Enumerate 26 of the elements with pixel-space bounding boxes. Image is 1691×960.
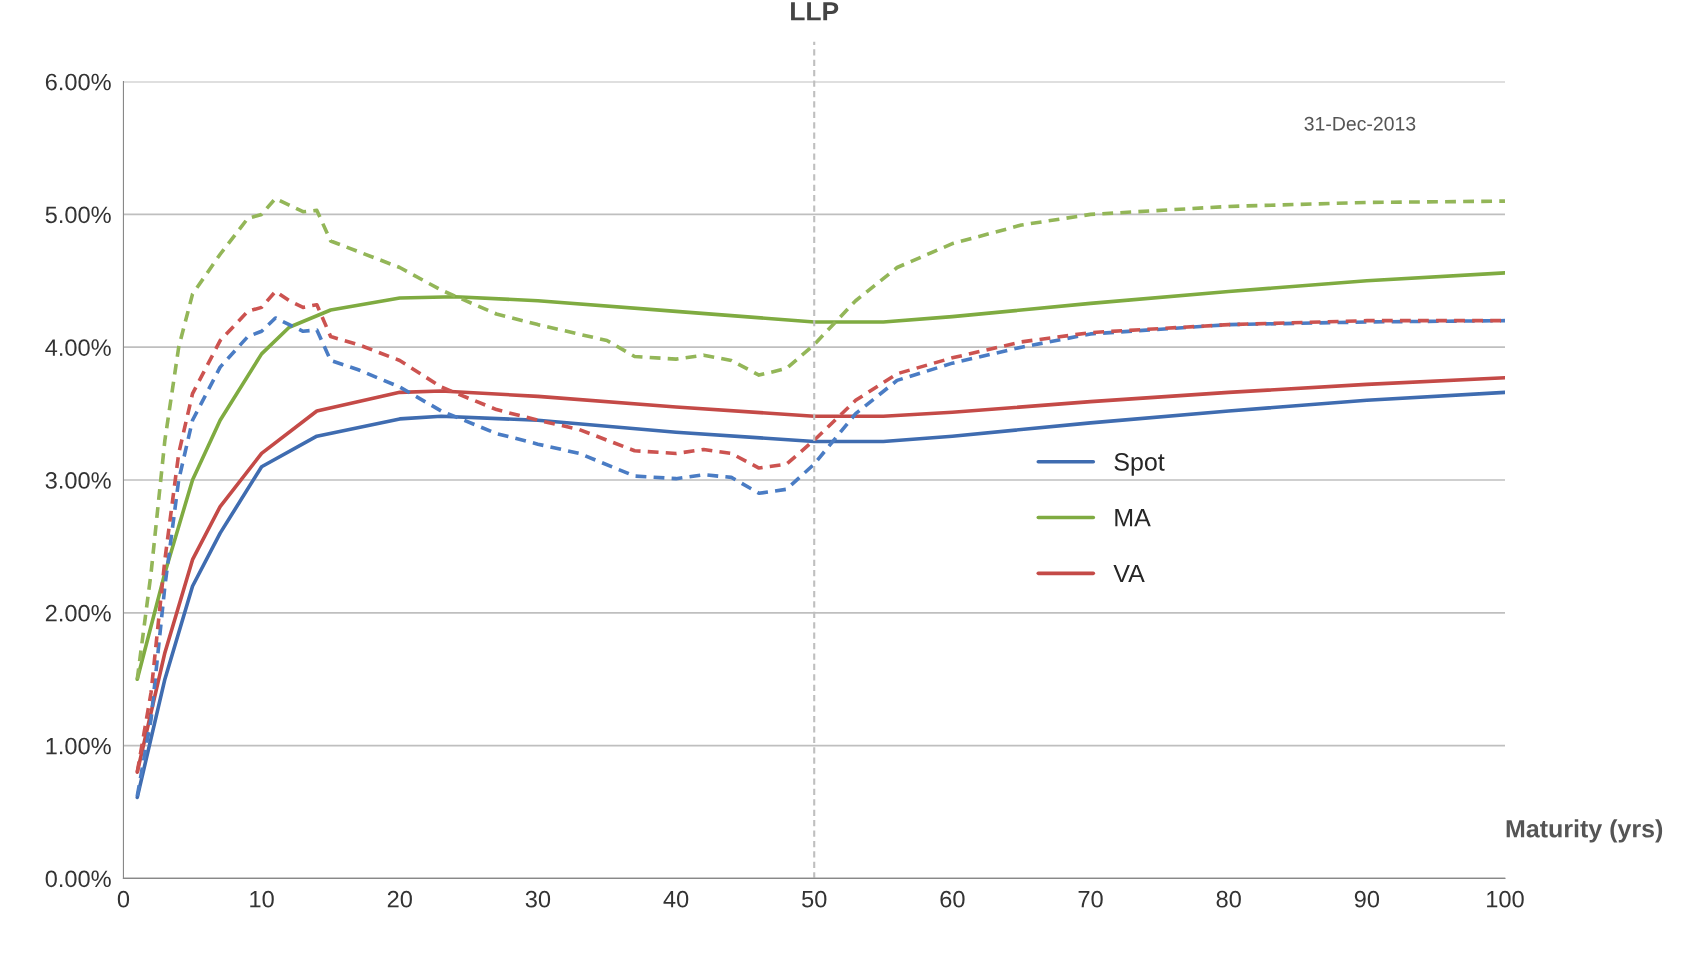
x-tick-label: 20 <box>387 890 412 908</box>
x-tick-label: 80 <box>1216 890 1241 908</box>
x-tick-label: 30 <box>525 890 551 908</box>
legend-label: MA <box>1115 509 1151 527</box>
ref-line-label: LLP <box>791 2 839 21</box>
x-tick-label: 50 <box>802 890 827 908</box>
line-series <box>135 196 1505 682</box>
x-tick-label: 60 <box>940 890 965 908</box>
y-tick-label: 2.00% <box>45 604 111 622</box>
y-tick-label: 4.00% <box>45 339 111 356</box>
x-tick-label: 100 <box>1487 890 1524 908</box>
x-tick-label: 10 <box>250 890 274 908</box>
legend-label: VA <box>1113 564 1145 583</box>
x-tick-label: 0 <box>117 890 130 908</box>
y-tick-label: 3.00% <box>45 472 111 489</box>
x-axis-title: Maturity (yrs) <box>1506 819 1663 843</box>
x-tick-label: 90 <box>1354 890 1380 908</box>
legend-label: Spot <box>1114 453 1165 476</box>
annotation: 31-Dec-2013 <box>1304 116 1416 131</box>
y-tick-label: 1.00% <box>46 737 111 755</box>
x-tick-label: 40 <box>663 890 689 908</box>
x-tick-label: 70 <box>1078 890 1103 908</box>
line-series <box>135 271 1505 682</box>
y-tick-label: 6.00% <box>45 73 111 91</box>
y-tick-label: 5.00% <box>45 206 111 224</box>
y-tick-label: 0.00% <box>45 870 111 888</box>
